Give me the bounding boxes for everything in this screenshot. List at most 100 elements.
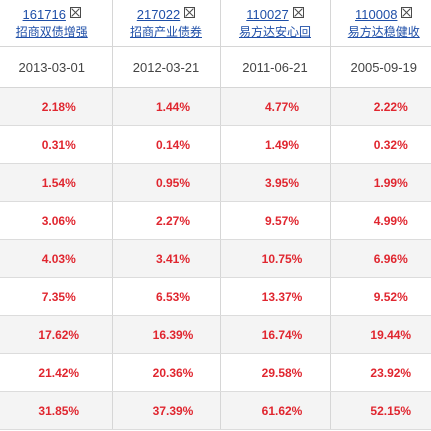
return-value: 31.85% (38, 403, 80, 418)
return-value: 0.14% (155, 137, 191, 152)
fund-name-link[interactable]: 易方达稳健收 (347, 24, 420, 39)
return-value: 1.44% (155, 99, 191, 114)
return-cell: 6.53% (112, 277, 221, 316)
return-cell: 17.62% (0, 315, 113, 354)
return-value: 6.96% (373, 251, 408, 266)
return-cell: 1.49% (220, 125, 331, 164)
return-cell: 4.03% (0, 239, 113, 278)
return-cell: 16.74% (220, 315, 331, 354)
fund-name-link[interactable]: 招商产业债券 (129, 24, 202, 39)
return-cell: 4.99% (330, 201, 431, 240)
return-value: 6.53% (155, 289, 191, 304)
fund-code-link[interactable]: 110008 (355, 6, 398, 22)
return-cell: 6.96% (330, 239, 431, 278)
return-value: 1.54% (41, 175, 76, 190)
return-value: 17.62% (38, 327, 80, 342)
return-row: 31.85% 37.39% 61.62% 52.15% (0, 391, 431, 430)
close-box-icon[interactable] (401, 6, 413, 18)
return-cell: 20.36% (112, 353, 221, 392)
return-cell: 0.32% (330, 125, 431, 164)
start-date-cell: 2011-06-21 (220, 46, 331, 88)
return-value: 13.37% (261, 289, 303, 304)
return-cell: 31.85% (0, 391, 113, 430)
return-cell: 2.27% (112, 201, 221, 240)
return-cell: 0.31% (0, 125, 113, 164)
return-row: 0.31% 0.14% 1.49% 0.32% (0, 125, 431, 164)
return-value: 2.22% (373, 99, 408, 114)
return-row: 3.06% 2.27% 9.57% 4.99% (0, 201, 431, 240)
return-cell: 29.58% (220, 353, 331, 392)
return-value: 52.15% (370, 403, 412, 418)
return-value: 9.57% (264, 213, 300, 228)
return-value: 9.52% (373, 289, 408, 304)
return-value: 4.99% (373, 213, 408, 228)
return-row: 21.42% 20.36% 29.58% 23.92% (0, 353, 431, 392)
return-value: 1.49% (264, 137, 300, 152)
fund-code-link[interactable]: 217022 (136, 6, 181, 22)
return-cell: 37.39% (112, 391, 221, 430)
return-value: 3.95% (264, 175, 300, 190)
close-box-icon[interactable] (184, 6, 196, 18)
return-value: 23.92% (370, 365, 412, 380)
fund-header-110008: 110008 易方达稳健收 (330, 0, 431, 47)
return-row: 2.18% 1.44% 4.77% 2.22% (0, 87, 431, 126)
start-date-cell: 2012-03-21 (112, 46, 221, 88)
return-value: 20.36% (152, 365, 194, 380)
return-cell: 10.75% (220, 239, 331, 278)
return-value: 2.27% (155, 213, 191, 228)
return-cell: 1.99% (330, 163, 431, 202)
return-cell: 0.95% (112, 163, 221, 202)
start-date-row: 2013-03-01 2012-03-21 2011-06-21 2005-09… (0, 46, 431, 88)
return-cell: 9.52% (330, 277, 431, 316)
return-cell: 61.62% (220, 391, 331, 430)
return-row: 17.62% 16.39% 16.74% 19.44% (0, 315, 431, 354)
return-cell: 3.95% (220, 163, 331, 202)
return-cell: 0.14% (112, 125, 221, 164)
return-value: 4.03% (41, 251, 76, 266)
return-cell: 7.35% (0, 277, 113, 316)
return-row: 7.35% 6.53% 13.37% 9.52% (0, 277, 431, 316)
fund-header-110027: 110027 易方达安心回 (220, 0, 331, 47)
close-box-icon[interactable] (292, 6, 304, 18)
return-value: 21.42% (38, 365, 80, 380)
return-value: 16.39% (152, 327, 194, 342)
return-cell: 52.15% (330, 391, 431, 430)
return-value: 1.99% (373, 175, 408, 190)
fund-name-link[interactable]: 招商双债增强 (15, 24, 88, 39)
fund-header-217022: 217022 招商产业债券 (112, 0, 221, 47)
return-cell: 23.92% (330, 353, 431, 392)
return-cell: 16.39% (112, 315, 221, 354)
fund-name-link[interactable]: 易方达安心回 (238, 24, 311, 39)
return-cell: 1.44% (112, 87, 221, 126)
return-value: 16.74% (261, 327, 303, 342)
return-cell: 19.44% (330, 315, 431, 354)
return-cell: 2.22% (330, 87, 431, 126)
return-row: 1.54% 0.95% 3.95% 1.99% (0, 163, 431, 202)
fund-code-link[interactable]: 110027 (246, 6, 289, 22)
return-value: 3.41% (155, 251, 191, 266)
return-row: 4.03% 3.41% 10.75% 6.96% (0, 239, 431, 278)
return-value: 10.75% (261, 251, 303, 266)
start-date-cell: 2013-03-01 (0, 46, 113, 88)
return-value: 0.32% (373, 137, 408, 152)
return-value: 3.06% (41, 213, 76, 228)
return-cell: 2.18% (0, 87, 113, 126)
return-value: 2.18% (41, 99, 76, 114)
return-value: 61.62% (261, 403, 303, 418)
start-date-cell: 2005-09-19 (330, 46, 431, 88)
return-value: 37.39% (152, 403, 194, 418)
fund-code-link[interactable]: 161716 (22, 6, 66, 22)
return-rows: 2.18% 1.44% 4.77% 2.22% 0.31% 0.14% 1.49% 0.32%… (0, 87, 431, 430)
return-cell: 4.77% (220, 87, 331, 126)
return-value: 0.95% (155, 175, 191, 190)
return-cell: 1.54% (0, 163, 113, 202)
close-box-icon[interactable] (69, 6, 81, 18)
fund-header-row: 161716 招商双债增强 217022 招商产业债券 110027 易方达安心… (0, 0, 431, 47)
return-cell: 3.41% (112, 239, 221, 278)
return-value: 7.35% (41, 289, 76, 304)
return-value: 0.31% (41, 137, 76, 152)
return-value: 29.58% (261, 365, 303, 380)
return-cell: 21.42% (0, 353, 113, 392)
return-value: 19.44% (370, 327, 412, 342)
